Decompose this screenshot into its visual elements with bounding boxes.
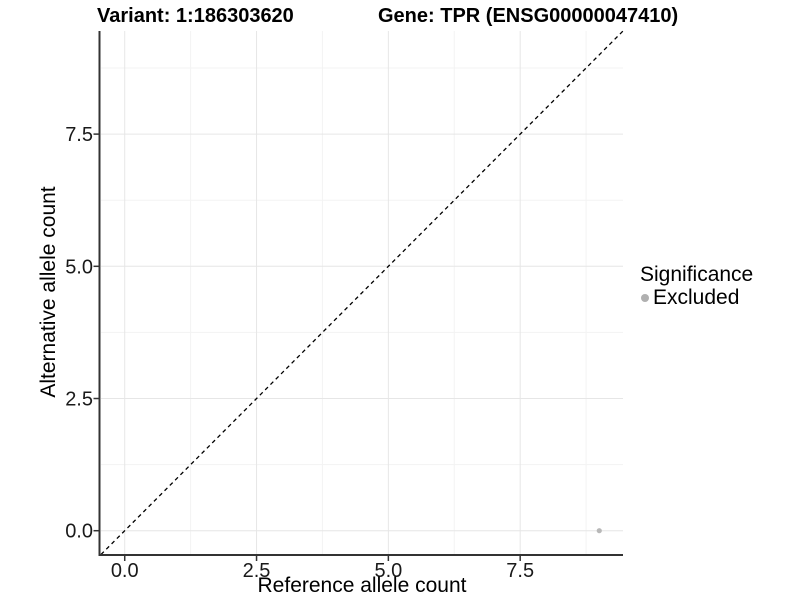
x-tick-label: 2.5 bbox=[243, 560, 271, 582]
legend-title: Significance bbox=[640, 263, 754, 286]
x-axis-title: Reference allele count bbox=[257, 574, 467, 597]
identity-reference-line bbox=[100, 30, 624, 555]
y-tick-label: 0.0 bbox=[65, 521, 93, 543]
x-tick-label: 5.0 bbox=[374, 560, 402, 582]
x-tick-label: 0.0 bbox=[111, 560, 139, 582]
y-tick-label: 7.5 bbox=[65, 124, 93, 146]
legend-item-label: Excluded bbox=[653, 286, 740, 309]
plot-title-variant: Variant: 1:186303620 bbox=[97, 5, 294, 27]
legend-item-excluded: Excluded bbox=[641, 286, 753, 309]
plot-title-gene: Gene: TPR (ENSG00000047410) bbox=[378, 5, 679, 27]
legend: Significance Excluded bbox=[638, 263, 753, 309]
x-tick-label: 7.5 bbox=[506, 560, 534, 582]
y-tick-label: 5.0 bbox=[65, 256, 93, 278]
data-point bbox=[596, 528, 602, 534]
legend-point-icon bbox=[641, 293, 649, 302]
y-tick-label: 2.5 bbox=[65, 389, 93, 411]
y-axis-title: Alternative allele count bbox=[37, 186, 60, 398]
